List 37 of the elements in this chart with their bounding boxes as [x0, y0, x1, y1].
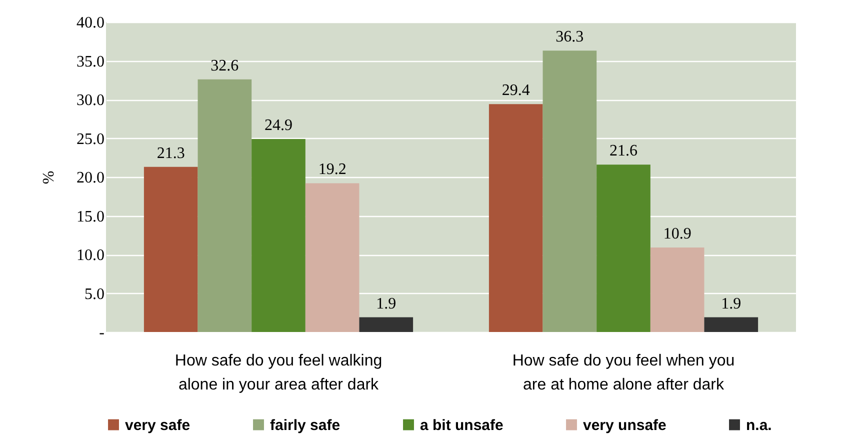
data-label: 1.9	[721, 295, 742, 312]
y-tick-label: 5.0	[84, 286, 104, 303]
x-tick-label: How safe do you feel when you are at home alone after dark	[512, 352, 735, 394]
y-tick-label: 15.0	[76, 208, 104, 226]
data-label: 19.2	[318, 161, 346, 178]
legend-label: n.a.	[746, 416, 772, 434]
bar	[650, 248, 704, 332]
data-label: 24.9	[264, 117, 292, 134]
bar	[596, 164, 650, 332]
y-axis-title: %	[40, 170, 58, 184]
y-tick-label: -	[99, 324, 104, 342]
data-label: 32.6	[210, 57, 239, 74]
data-label: 21.6	[610, 142, 638, 160]
legend-label: a bit unsafe	[420, 416, 504, 434]
y-tick-label: 30.0	[76, 92, 104, 109]
y-tick-label: 20.0	[76, 170, 104, 186]
bar	[305, 183, 360, 332]
data-label: 21.3	[156, 144, 185, 162]
bar	[144, 166, 198, 332]
data-label: 36.3	[556, 28, 584, 46]
bar	[488, 104, 543, 332]
bar	[542, 50, 597, 332]
data-label: 10.9	[663, 226, 692, 243]
legend-label: very safe	[125, 416, 190, 434]
y-tick-label: 40.0	[76, 14, 104, 32]
y-tick-label: 25.0	[76, 130, 104, 148]
legend-label: fairly safe	[270, 416, 340, 434]
y-tick-label: 10.0	[76, 247, 104, 264]
x-tick-label: How safe do you feel walking alone in your area after dark	[174, 352, 382, 394]
data-label: 1.9	[376, 295, 396, 312]
bar	[704, 317, 758, 332]
bar	[359, 317, 414, 332]
bar	[252, 139, 306, 332]
y-tick-label: 35.0	[76, 53, 104, 70]
bar	[198, 79, 252, 332]
data-label: 29.4	[502, 82, 530, 100]
legend-label: very unsafe	[583, 416, 666, 434]
